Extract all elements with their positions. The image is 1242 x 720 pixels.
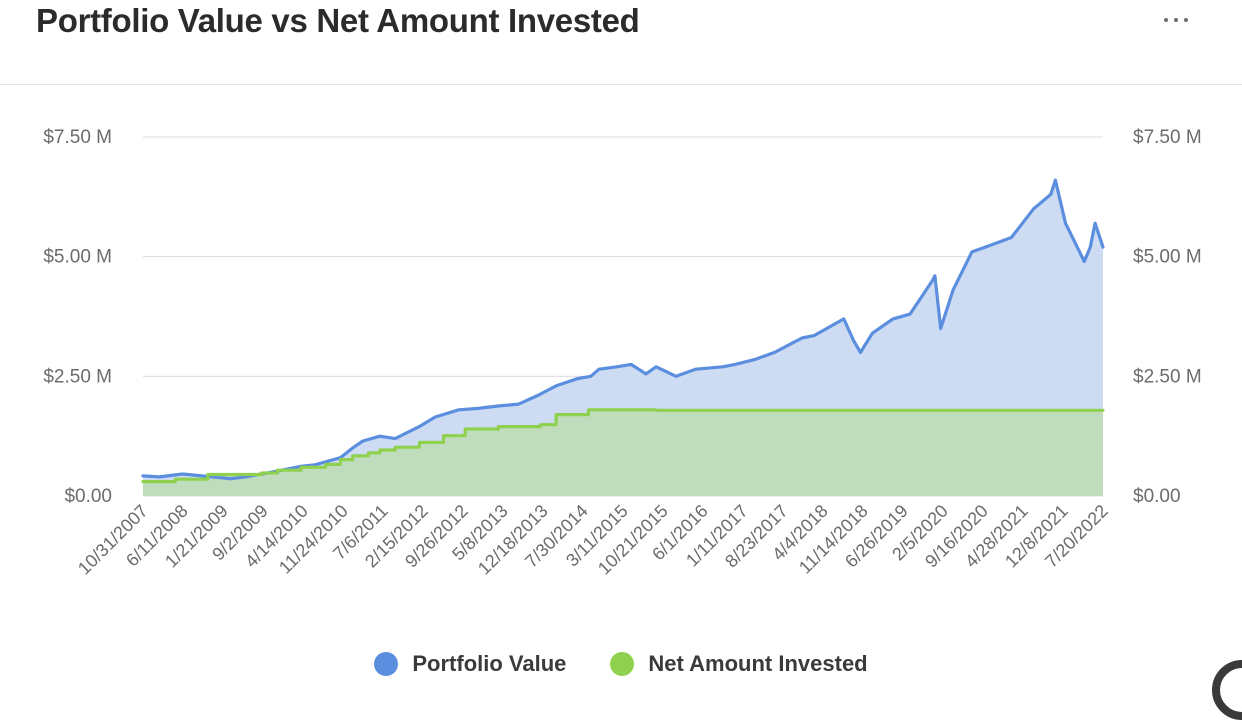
legend-dot-portfolio-value bbox=[374, 652, 399, 676]
legend-item-portfolio-value[interactable]: Portfolio Value bbox=[374, 651, 566, 677]
y-axis-left: $0.00 $2.50 M $5.00 M $7.50 M bbox=[43, 127, 112, 507]
y-tick-label-left: $2.50 M bbox=[43, 366, 112, 387]
chart-title: Portfolio Value vs Net Amount Invested bbox=[36, 2, 640, 39]
legend-label: Net Amount Invested bbox=[648, 651, 868, 676]
series-areas bbox=[143, 180, 1103, 496]
y-tick-label-left: $5.00 M bbox=[43, 247, 112, 268]
legend-dot-net-amount-invested bbox=[610, 652, 635, 676]
y-tick-label-left: $7.50 M bbox=[43, 127, 112, 148]
net-invested-line bbox=[141, 408, 1105, 484]
ellipsis-icon bbox=[1164, 18, 1168, 22]
more-options-button[interactable] bbox=[1152, 6, 1200, 34]
y-tick-label-right: $5.00 M bbox=[1133, 247, 1202, 268]
net-invested-area bbox=[143, 409, 1103, 496]
y-tick-label-right: $7.50 M bbox=[1133, 127, 1202, 148]
series-lines bbox=[141, 178, 1105, 484]
header-divider bbox=[0, 84, 1242, 85]
portfolio-chart: $0.00$2.50 M$5.00 M$7.50 M $0.00$2.50 M$… bbox=[43, 127, 1202, 579]
portfolio-value-line bbox=[141, 178, 1105, 481]
y-tick-label-left: $0.00 bbox=[64, 486, 112, 507]
x-axis: 10/31/20076/11/20081/21/20099/2/20094/14… bbox=[74, 501, 1112, 579]
legend-label: Portfolio Value bbox=[412, 651, 567, 676]
y-tick-label-right: $2.50 M bbox=[1133, 366, 1202, 387]
y-axis-right: $0.00 $2.50 M $5.00 M $7.50 M bbox=[1133, 127, 1202, 507]
legend-item-net-amount-invested[interactable]: Net Amount Invested bbox=[610, 651, 868, 677]
y-tick-label-right: $0.00 bbox=[1133, 486, 1181, 507]
chart-legend: Portfolio Value Net Amount Invested bbox=[0, 648, 1242, 680]
